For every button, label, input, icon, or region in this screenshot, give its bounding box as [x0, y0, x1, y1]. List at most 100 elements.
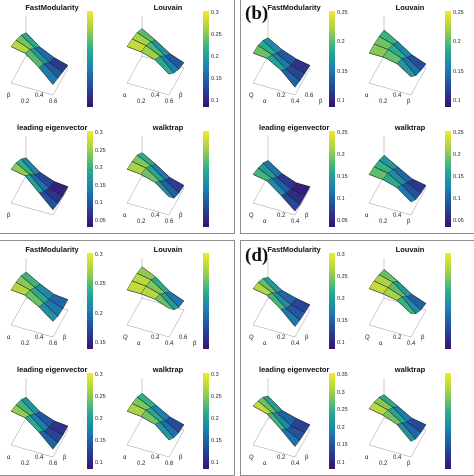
axis-label: 0.4: [291, 341, 300, 347]
axis-label: α: [263, 341, 267, 347]
surface-plot: walktrap α 0.2 0.4 0.6 β: [119, 123, 227, 231]
axis-label: β: [7, 213, 11, 219]
surface-ridge: [141, 28, 185, 64]
surface-floor: [252, 55, 311, 96]
colorbar-tick-label: 0.2: [337, 424, 345, 431]
plot-title: Louvain: [153, 3, 183, 12]
colorbar: [329, 373, 335, 469]
colorbar-tick-label: 0.15: [95, 438, 106, 444]
figure-panel: FastModularity β 0.2 0.4 0.6 Louvain α 0.2 0.4 0.…: [0, 0, 235, 234]
axis-label: β: [319, 99, 323, 105]
axis-label: Q: [123, 335, 128, 341]
surface-ridge: [267, 277, 311, 306]
colorbar-ticks: 0.3 0.25 0.2 0.15 0.1 0.05: [95, 130, 115, 227]
surface-ridge: [378, 274, 422, 311]
surface-chart: Qα 0.2 0.4 β: [365, 258, 427, 347]
axis-label: 0.4: [393, 93, 402, 99]
surface-ridge: [20, 34, 64, 73]
surface-ridge: [378, 160, 422, 194]
surface-ridge: [10, 410, 54, 450]
colorbar-ticks: 0.35 0.3 0.25 0.2 0.15 0.1: [337, 372, 357, 469]
axis-label: 0.4: [393, 213, 402, 219]
colorbar-tick-label: 0.25: [211, 394, 222, 400]
surface-ridge: [141, 393, 185, 426]
surface-ridge: [383, 394, 427, 426]
surface-chart: Qα 0.2 0.4 β: [249, 258, 311, 347]
colorbar: [329, 131, 335, 227]
surface-ridge: [25, 157, 69, 187]
colorbar-ticks: [211, 253, 231, 349]
surface-ridge: [383, 29, 427, 65]
colorbar-tick-label: 0.15: [337, 442, 348, 449]
plot-title: walktrap: [152, 123, 184, 132]
surface-ridge: [15, 162, 59, 204]
surface-floor: [368, 417, 427, 458]
axis-label: 0.2: [137, 461, 146, 467]
axis-label: 0.4: [151, 93, 160, 99]
axis-label: α: [123, 455, 127, 461]
surface-ridge: [257, 45, 301, 81]
colorbar-tick-label: 0.3: [95, 372, 103, 378]
colorbar-ticks: 0.25 0.2 0.15 0.1 0.05: [453, 130, 473, 227]
surface-ridge: [15, 404, 59, 443]
surface-ridge: [383, 269, 427, 304]
axis-label: 0.2: [137, 219, 146, 225]
axis-label: 0.4: [407, 341, 416, 347]
surface-ridge: [267, 395, 311, 426]
axis-label: α: [263, 99, 267, 105]
surface-ridge: [378, 36, 422, 71]
axis-label: 0.2: [379, 99, 388, 105]
colorbar-ticks: [211, 131, 231, 227]
plot-title: leading eigenvector: [259, 123, 330, 132]
surface-chart: Qα 0.2 0.4 β: [249, 136, 311, 225]
surface-ridge: [136, 272, 180, 308]
plot-title: leading eigenvector: [17, 123, 88, 132]
surface-ridge: [25, 271, 69, 300]
surface-ridge: [10, 289, 54, 322]
axis-label: 0.4: [291, 99, 300, 105]
surface-chart: α 0.2 0.4 β: [365, 136, 427, 225]
colorbar-tick-label: 0.1: [337, 196, 345, 202]
colorbar-tick-label: 0.25: [337, 407, 348, 414]
colorbar-tick-label: 0.25: [211, 32, 222, 38]
surface-floor: [368, 175, 427, 216]
surface-ridge: [136, 32, 180, 70]
colorbar: [445, 11, 451, 107]
surface-ridge: [252, 174, 296, 212]
colorbar-tick-label: 0.2: [337, 152, 345, 158]
axis-label: 0.2: [277, 93, 286, 99]
axis-label: 0.4: [35, 93, 44, 99]
surface-ridge: [25, 32, 69, 66]
axis-label: 0.4: [35, 335, 44, 341]
axis-label: α: [365, 213, 369, 219]
plot-title: FastModularity: [25, 3, 79, 12]
surface-ridge: [10, 46, 54, 85]
colorbar-ticks: [95, 11, 115, 107]
surface-ridge: [20, 275, 64, 309]
axis-label: Q: [249, 455, 254, 461]
colorbar-tick-label: 0.3: [95, 130, 103, 136]
axis-label: 0.6: [165, 99, 174, 105]
colorbar-tick-label: 0.35: [337, 372, 348, 378]
colorbar-tick-label: 0.25: [337, 130, 348, 136]
axis-label: α: [365, 455, 369, 461]
colorbar: [87, 11, 93, 107]
axis-label: β: [421, 335, 425, 341]
axis-label: 0.2: [277, 335, 286, 341]
colorbar-ticks: [453, 373, 473, 469]
surface-ridge: [252, 288, 296, 327]
colorbar-tick-label: 0.1: [337, 98, 345, 104]
plot-title: FastModularity: [25, 245, 79, 254]
plot-title: walktrap: [394, 123, 426, 132]
surface-plot: FastModularity α 0.2 0.4 0.6 β 0.3 0.25 0.2 0.15: [3, 245, 111, 353]
surface-plot: walktrap α 0.2 0.4 0.6 β 0.3 0.25 0.2 0.15 0.1: [119, 365, 227, 473]
axis-label: 0.2: [277, 455, 286, 461]
surface-floor: [10, 55, 69, 96]
surface-plot: walktrap α 0.2 0.4 β 0.25 0.2 0.15 0.1 0.05: [361, 123, 469, 231]
surface-ridge: [20, 158, 64, 196]
colorbar-tick-label: 0.25: [453, 130, 464, 136]
